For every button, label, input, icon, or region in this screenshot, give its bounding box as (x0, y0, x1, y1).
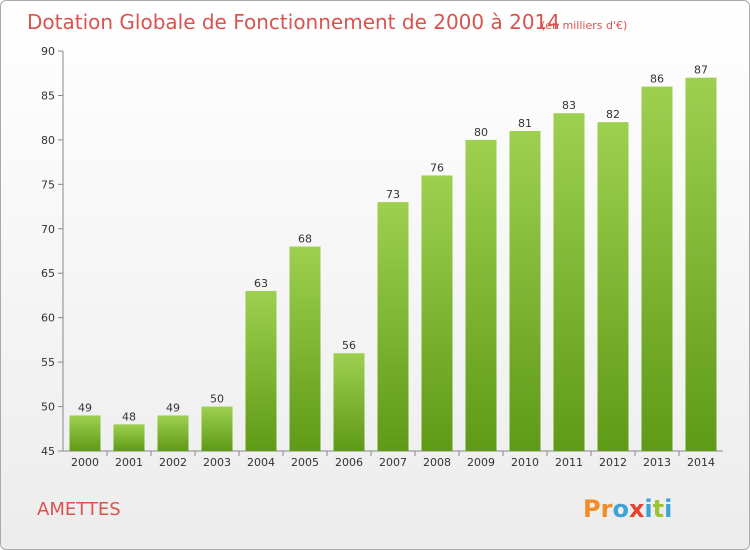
bar (641, 86, 673, 452)
bar (333, 353, 365, 451)
x-tick-label: 2001 (115, 456, 143, 469)
commune-name: AMETTES (37, 499, 121, 520)
bar (201, 406, 233, 451)
data-label: 87 (694, 64, 708, 77)
x-tick-label: 2008 (423, 456, 451, 469)
logo-letter: r (601, 495, 613, 523)
x-tick-label: 2013 (643, 456, 671, 469)
data-label: 83 (562, 99, 576, 112)
y-tick-label: 85 (41, 89, 55, 102)
y-tick-label: 65 (41, 267, 55, 280)
x-tick-label: 2002 (159, 456, 187, 469)
logo-letter: P (583, 495, 601, 523)
bar (157, 415, 189, 451)
data-label: 49 (166, 401, 180, 414)
y-tick-label: 80 (41, 134, 55, 147)
y-tick-label: 45 (41, 445, 55, 458)
bar (553, 113, 585, 451)
x-tick-label: 2003 (203, 456, 231, 469)
bar (465, 139, 497, 451)
bar (245, 291, 277, 451)
bars: 49 48 49 50 63 68 56 73 76 80 81 83 82 86 87 (69, 64, 717, 452)
data-label: 63 (254, 277, 268, 290)
y-tick-label: 55 (41, 356, 55, 369)
data-label: 49 (78, 401, 92, 414)
data-label: 48 (122, 410, 136, 423)
x-tick-label: 2009 (467, 456, 495, 469)
x-tick-label: 2010 (511, 456, 539, 469)
logo-letter: i (644, 495, 652, 523)
x-tick-label: 2014 (687, 456, 715, 469)
logo-letter: i (664, 495, 672, 523)
data-label: 86 (650, 73, 664, 86)
y-tick-label: 90 (41, 45, 55, 58)
data-label: 50 (210, 393, 224, 406)
y-tick-label: 70 (41, 223, 55, 236)
x-tick-label: 2011 (555, 456, 583, 469)
bar (289, 246, 321, 451)
x-tick-label: 2006 (335, 456, 363, 469)
logo-letter: x (629, 495, 645, 523)
chart-subtitle: (en milliers d'€) (541, 19, 627, 32)
bar (685, 77, 717, 452)
logo-letter: t (653, 495, 664, 523)
bar (69, 415, 101, 451)
data-label: 81 (518, 117, 532, 130)
x-tick-label: 2012 (599, 456, 627, 469)
x-tick-label: 2005 (291, 456, 319, 469)
data-label: 68 (298, 233, 312, 246)
bar (421, 175, 453, 451)
data-label: 82 (606, 108, 620, 121)
y-tick-label: 50 (41, 401, 55, 414)
data-label: 56 (342, 339, 356, 352)
bar (113, 424, 145, 451)
proxiti-logo: Proxiti (583, 495, 672, 523)
data-label: 73 (386, 188, 400, 201)
y-tick-label: 75 (41, 178, 55, 191)
data-label: 80 (474, 126, 488, 139)
x-tick-label: 2007 (379, 456, 407, 469)
logo-letter: o (612, 495, 629, 523)
bar (509, 131, 541, 451)
y-tick-label: 60 (41, 312, 55, 325)
bar (597, 122, 629, 451)
chart-title: Dotation Globale de Fonctionnement de 20… (27, 10, 560, 34)
axes: 45 50 55 60 65 70 75 80 85 90 2000 2001 2002 2003 2004… (41, 45, 723, 469)
x-tick-label: 2000 (71, 456, 99, 469)
x-tick-label: 2004 (247, 456, 275, 469)
bar (377, 202, 409, 451)
data-label: 76 (430, 161, 444, 174)
